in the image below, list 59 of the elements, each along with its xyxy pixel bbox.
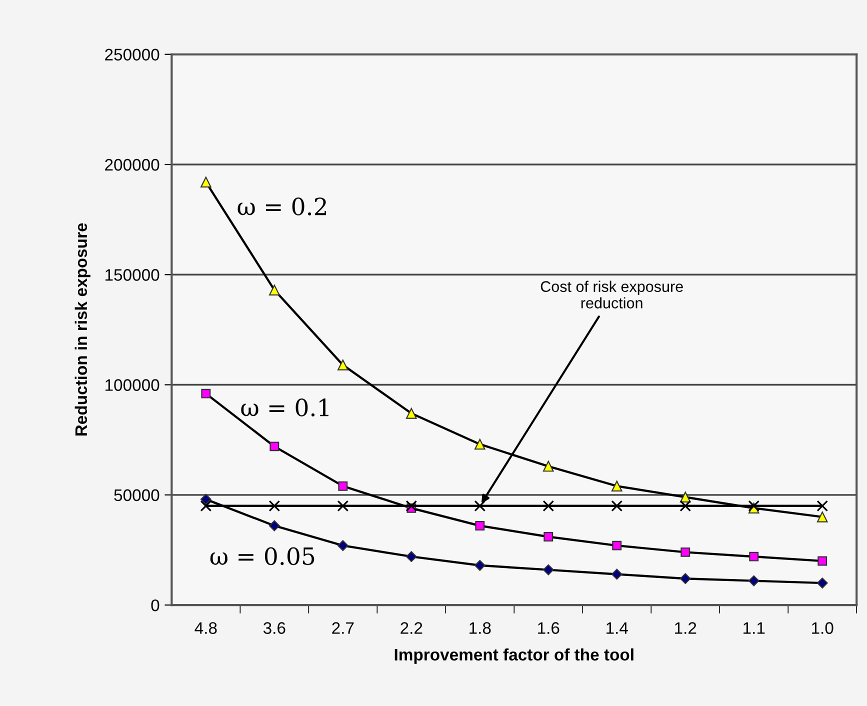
series-label: ω = 0.2 [238, 198, 326, 216]
point [474, 560, 486, 571]
point [818, 556, 828, 566]
point [406, 408, 417, 419]
point [749, 552, 759, 562]
point [544, 532, 554, 542]
series-label: ω = 0.1 [241, 398, 328, 416]
point [268, 500, 280, 512]
point [337, 540, 348, 552]
y-tick-label: 100000 [106, 379, 160, 391]
point [338, 481, 348, 491]
point [474, 438, 486, 450]
point [337, 500, 349, 512]
point [680, 500, 692, 512]
point [475, 521, 485, 530]
point [406, 551, 417, 562]
point [474, 500, 486, 512]
point [816, 500, 828, 512]
point [270, 442, 280, 452]
x-tick-label: 1.6 [538, 622, 560, 634]
point [542, 460, 554, 472]
point [611, 500, 623, 512]
point [542, 564, 554, 576]
y-tick-label: 50000 [114, 489, 160, 502]
x-tick-label: 4.8 [194, 622, 217, 634]
point [680, 547, 690, 557]
point [680, 492, 691, 503]
point [816, 512, 828, 522]
x-tick-label: 2.7 [332, 622, 354, 634]
point [200, 500, 212, 512]
point [406, 500, 418, 512]
y-tick-label: 200000 [105, 158, 160, 171]
x-tick-label: 3.6 [263, 622, 286, 634]
point [612, 540, 622, 550]
point [268, 284, 280, 296]
x-tick-label: 2.2 [400, 622, 422, 634]
point [680, 573, 691, 584]
annotation: Cost of risk exposure reduction [540, 280, 683, 308]
x-tick-label: 1.2 [675, 622, 696, 634]
point [611, 568, 622, 580]
point [201, 388, 211, 398]
point [748, 575, 760, 586]
y-tick-label: 250000 [105, 48, 160, 61]
y-tick-label: 0 [151, 599, 160, 612]
y-tick-label: 150000 [106, 269, 160, 281]
point [200, 176, 212, 188]
point [200, 494, 212, 505]
x-tick-label: 1.1 [744, 622, 765, 634]
point [542, 500, 554, 512]
point [816, 578, 828, 588]
y-axis-title: Reduction in risk exposure [74, 223, 90, 436]
x-tick-label: 1.0 [812, 622, 834, 634]
x-axis-title: Improvement factor of the tool [394, 648, 634, 664]
point [268, 520, 280, 532]
point [611, 480, 622, 492]
x-tick-label: 1.8 [470, 622, 491, 634]
series-label: ω = 0.05 [210, 547, 314, 566]
point [337, 360, 348, 370]
x-tick-label: 1.4 [606, 622, 628, 634]
